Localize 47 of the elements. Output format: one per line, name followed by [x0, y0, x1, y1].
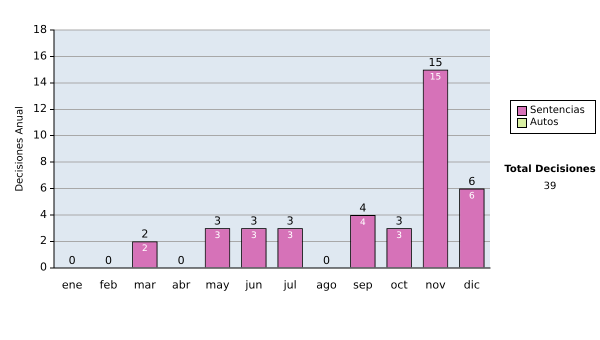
x-tick-label: ene: [62, 278, 83, 292]
data-label: 4: [360, 218, 366, 228]
y-tick-label: 16: [32, 49, 47, 62]
total-label: 3: [396, 214, 403, 228]
y-tick-label: 4: [40, 208, 47, 221]
data-label: 3: [287, 231, 294, 242]
x-tick-label: jun: [244, 278, 262, 292]
total-label: 3: [214, 214, 221, 228]
total-label: 15: [428, 56, 442, 69]
total-label: 0: [68, 254, 76, 268]
x-tick-label: nov: [425, 278, 446, 292]
y-tick-label: 0: [40, 260, 47, 274]
x-tick-label: feb: [100, 278, 118, 292]
text: 39: [542, 181, 558, 192]
total-label: 3: [250, 214, 258, 228]
x-tick-label: dic: [464, 278, 480, 292]
data-label: 3: [250, 231, 257, 242]
legend-label: Sentencias: [530, 105, 585, 117]
y-tick-label: 14: [32, 76, 47, 89]
y-tick-label: 6: [40, 181, 47, 194]
x-tick-label: oct: [390, 278, 408, 292]
y-tick-label: 12: [32, 102, 47, 116]
x-tick-label: jul: [282, 278, 297, 292]
x-tick-label: mar: [134, 278, 156, 292]
total-label: 0: [178, 254, 185, 268]
data-label: 6: [468, 191, 475, 202]
x-tick-label: ago: [316, 278, 337, 292]
y-tick-label: 2: [40, 234, 47, 248]
x-tick-label: may: [206, 278, 230, 292]
total-label: 4: [359, 201, 366, 214]
total-label: 0: [323, 254, 330, 268]
data-label: 3: [214, 231, 220, 242]
y-axis-title: Decisiones Anual: [14, 106, 26, 192]
data-label: 15: [430, 72, 442, 82]
total-label: 2: [141, 228, 148, 241]
y-tick-label: 18: [32, 22, 47, 36]
x-tick-label: abr: [172, 278, 191, 292]
text: Total Decisiones: [503, 164, 597, 175]
data-label: 2: [142, 244, 148, 254]
total-label: 0: [104, 254, 112, 268]
data-label: 3: [396, 231, 402, 242]
total-label: 6: [468, 174, 476, 188]
legend-label: Autos: [530, 117, 558, 129]
x-tick-label: sep: [353, 278, 373, 292]
y-tick-label: 10: [32, 128, 47, 142]
y-tick-label: 8: [40, 154, 47, 168]
total-label: 3: [286, 214, 294, 228]
